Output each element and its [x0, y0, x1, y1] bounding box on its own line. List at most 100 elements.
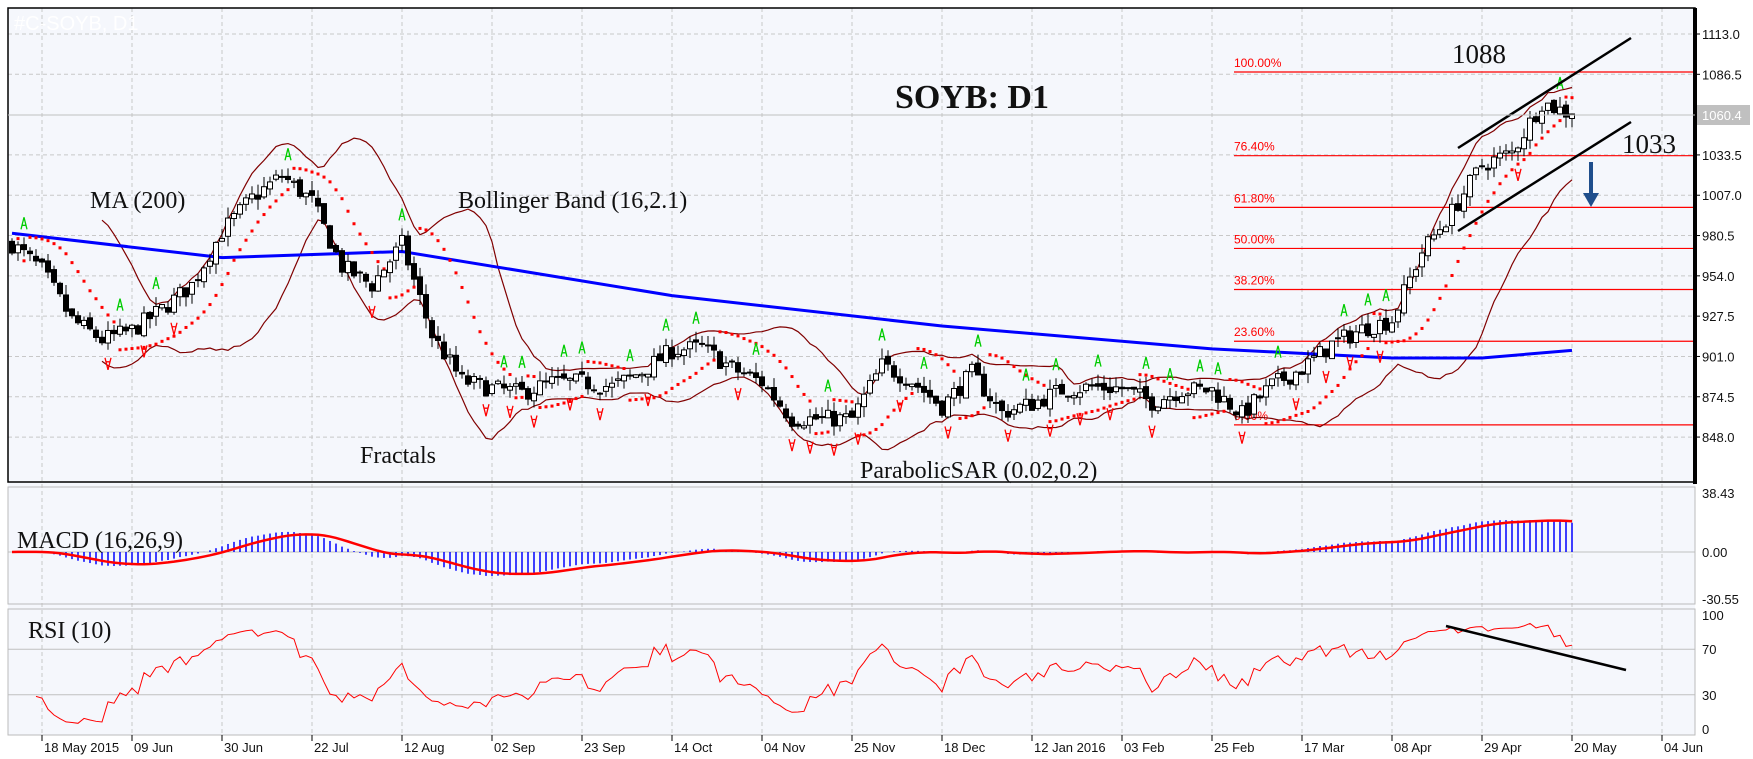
- candle-body: [387, 261, 393, 274]
- psar-dot: [712, 358, 716, 362]
- candle-body: [1245, 402, 1251, 416]
- psar-dot: [1288, 415, 1292, 419]
- candle-body: [207, 260, 213, 267]
- candle-body: [1347, 330, 1353, 344]
- candle-body: [771, 386, 777, 401]
- fractal-down-icon: [1346, 356, 1354, 369]
- candle-body: [507, 386, 513, 391]
- candle-body: [1335, 337, 1341, 340]
- candle-body: [1407, 276, 1413, 289]
- candle-body: [81, 319, 87, 327]
- psar-dot: [1438, 296, 1442, 300]
- x-tick-label: 17 Mar: [1304, 740, 1345, 755]
- rsi-tick-label: 70: [1702, 642, 1716, 657]
- psar-dot: [226, 271, 230, 275]
- candle-body: [1323, 348, 1329, 358]
- psar-dot: [22, 259, 26, 263]
- psar-dot: [1024, 373, 1028, 377]
- psar-dot: [616, 365, 620, 369]
- x-tick-label: 14 Oct: [674, 740, 713, 755]
- candle-body: [327, 225, 333, 249]
- candle-body: [975, 362, 981, 376]
- candle-body: [1209, 387, 1215, 392]
- candle-body: [33, 255, 39, 262]
- psar-dot: [610, 364, 614, 368]
- candle-body: [489, 384, 495, 395]
- psar-dot: [1192, 416, 1196, 420]
- psar-dot: [1372, 311, 1376, 315]
- psar-dot: [46, 239, 50, 243]
- candle-body: [63, 294, 69, 312]
- candle-body: [1035, 399, 1041, 409]
- candle-body: [1305, 358, 1311, 375]
- channel-lower-line[interactable]: [1457, 120, 1632, 233]
- fractals-label: Fractals: [360, 443, 436, 469]
- candle-body: [1113, 386, 1119, 393]
- x-tick-label: 12 Jan 2016: [1034, 740, 1106, 755]
- candle-body: [441, 341, 447, 360]
- psar-dot: [214, 293, 218, 297]
- candle-body: [483, 380, 489, 397]
- candle-body: [177, 287, 183, 298]
- psar-dot: [748, 339, 752, 343]
- candle-body: [381, 269, 387, 278]
- psar-dot: [568, 399, 572, 403]
- y-tick-label: 874.5: [1702, 390, 1735, 405]
- psar-dot: [1180, 385, 1184, 389]
- macd-tick-label: 38.43: [1702, 486, 1735, 501]
- candle-body: [759, 376, 765, 387]
- candle-body: [1065, 395, 1071, 398]
- candle-body: [243, 197, 249, 205]
- candle-body: [915, 382, 921, 388]
- fractal-down-icon: [830, 443, 838, 456]
- psar-dot: [532, 375, 536, 379]
- psar-dot: [970, 414, 974, 418]
- candle-body: [561, 373, 567, 379]
- fractal-up-icon: [1382, 288, 1390, 302]
- psar-dot: [586, 360, 590, 364]
- candle-body: [363, 273, 369, 282]
- candle-body: [537, 380, 543, 396]
- candle-body: [129, 324, 135, 330]
- candle-body: [201, 267, 207, 283]
- candle-body: [831, 410, 837, 427]
- psar-dot: [796, 384, 800, 388]
- candle-body: [1233, 411, 1239, 416]
- chart-title: SOYB: D1: [895, 79, 1049, 116]
- fractal-up-icon: [1340, 304, 1348, 317]
- psar-dot: [424, 228, 428, 232]
- psar-dot: [508, 373, 512, 377]
- candle-body: [1161, 399, 1167, 409]
- psar-dot: [394, 295, 398, 299]
- psar-dot: [1414, 332, 1418, 336]
- psar-dot: [202, 310, 206, 314]
- candle-body: [261, 186, 267, 198]
- psar-dot: [814, 432, 818, 436]
- candle-body: [1275, 373, 1281, 379]
- candle-body: [417, 276, 423, 295]
- psar-dot: [1006, 360, 1010, 364]
- candle-body: [753, 372, 759, 378]
- fib-level-label: 76.40%: [1234, 140, 1275, 154]
- psar-dot: [376, 260, 380, 264]
- fractal-up-icon: [1196, 359, 1204, 372]
- psar-dot: [706, 362, 710, 366]
- candle-body: [903, 383, 909, 386]
- candle-body: [699, 342, 705, 345]
- fractal-down-icon: [734, 387, 742, 401]
- macd-tick-label: -30.55: [1702, 592, 1739, 607]
- candle-body: [783, 408, 789, 419]
- psar-dot: [160, 339, 164, 343]
- psar-dot: [346, 209, 350, 213]
- psar-dot: [1234, 378, 1238, 382]
- rsi-trend-line[interactable]: [1445, 624, 1627, 672]
- psar-dot: [1144, 373, 1148, 377]
- candle-body: [729, 360, 735, 363]
- psar-dot: [850, 400, 854, 404]
- candle-body: [273, 174, 279, 180]
- channel-upper-line[interactable]: [1457, 36, 1632, 150]
- psar-dot: [988, 353, 992, 357]
- psar-dot: [556, 403, 560, 407]
- candle-body: [735, 362, 741, 373]
- candle-body: [1203, 387, 1209, 393]
